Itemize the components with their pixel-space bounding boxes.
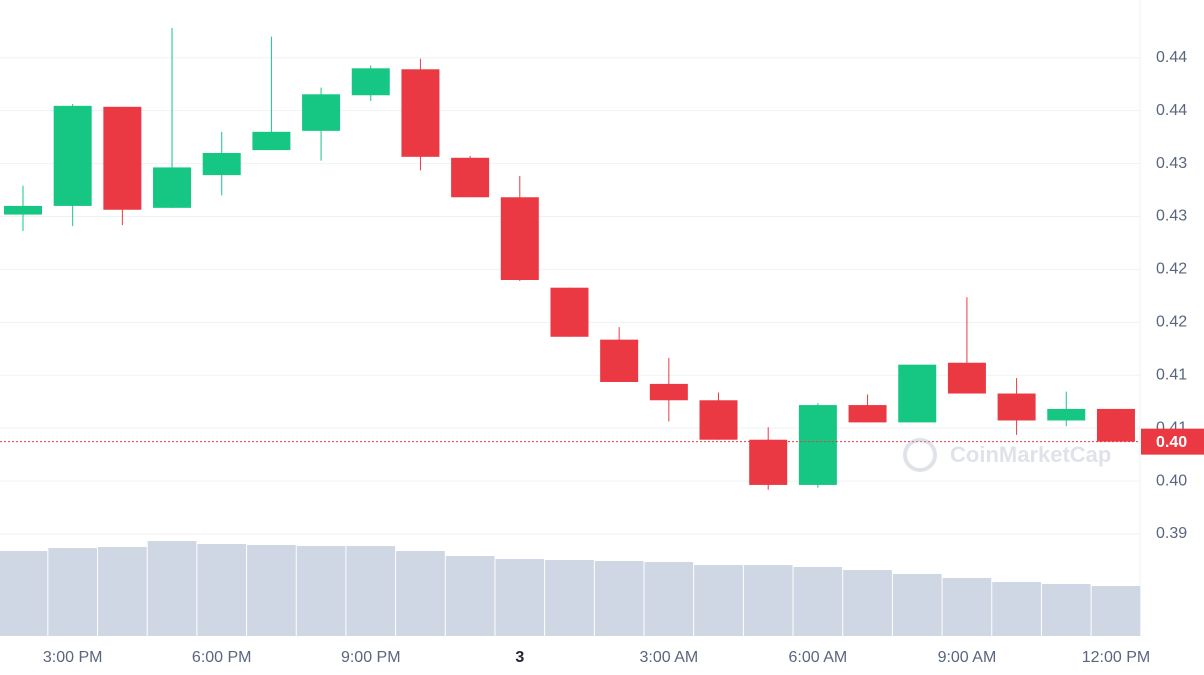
x-tick-label: 6:00 PM [192,649,252,666]
volume-bar [793,567,843,636]
volume-bar [147,541,197,636]
candle-body [153,167,192,208]
candle-body [202,152,241,176]
x-tick-label: 3 [515,649,524,666]
volume-bar [247,545,296,636]
candle-body [749,439,788,485]
x-tick-label: 3:00 AM [639,649,698,666]
volume-bar [892,574,942,636]
candle-body [401,69,440,157]
candle-body [252,131,291,151]
volume-bar [396,551,445,636]
candle-body [500,197,539,280]
candle-body [550,287,589,337]
volume-bar [48,548,98,636]
volume-bar [843,570,892,636]
volume-bar [197,544,247,636]
volume-bar [694,565,743,636]
candle-body [600,339,639,382]
x-tick-label: 12:00 PM [1082,649,1150,666]
y-tick-label: 0.44 [1156,102,1187,119]
y-tick-label: 0.40 [1156,472,1187,489]
volume-bar [98,547,147,636]
y-tick-label: 0.43 [1156,208,1187,225]
current-price-box [1141,428,1204,455]
volume-bar [545,560,594,636]
volume-bar [1091,586,1141,636]
y-tick-label: 0.43 [1156,155,1187,172]
candle-body [947,362,986,394]
candle-body [103,106,142,210]
volume-bar [743,565,793,636]
volume-bar [445,556,495,636]
y-tick-label: 0.42 [1156,261,1187,278]
y-tick-label: 0.39 [1156,525,1187,542]
volume-bar [942,578,992,636]
watermark: CoinMarketCap [903,438,1111,472]
volume-bar [1041,584,1091,636]
volume-bar [296,546,346,636]
candle-body [997,393,1036,421]
volume-bar [0,551,48,636]
candle-body [53,105,92,206]
candle-body [351,68,390,96]
y-tick-label: 0.44 [1156,49,1187,66]
x-tick-label: 6:00 AM [789,649,848,666]
candle-body [699,400,738,440]
candle-body [848,405,887,423]
volume-bar [495,559,545,636]
volume-bar [346,546,396,636]
candle-body [451,157,490,198]
volume-bar [594,561,644,636]
candle-body [1047,408,1086,421]
candle-body [798,405,837,485]
watermark-text: CoinMarketCap [950,442,1111,467]
volume-bar [644,562,694,636]
candle-body [898,364,937,423]
y-tick-label: 0.42 [1156,314,1187,331]
candle-body [649,383,688,401]
volume-bar [992,582,1041,636]
candle-body [302,94,341,131]
x-tick-label: 9:00 AM [938,649,997,666]
candle-body [4,205,42,215]
current-price-label: 0.40 [1156,434,1187,451]
x-tick-label: 3:00 PM [43,649,103,666]
y-tick-label: 0.41 [1156,366,1187,383]
watermark-logo [903,438,937,472]
candle-body [1096,408,1135,442]
x-tick-label: 9:00 PM [341,649,401,666]
